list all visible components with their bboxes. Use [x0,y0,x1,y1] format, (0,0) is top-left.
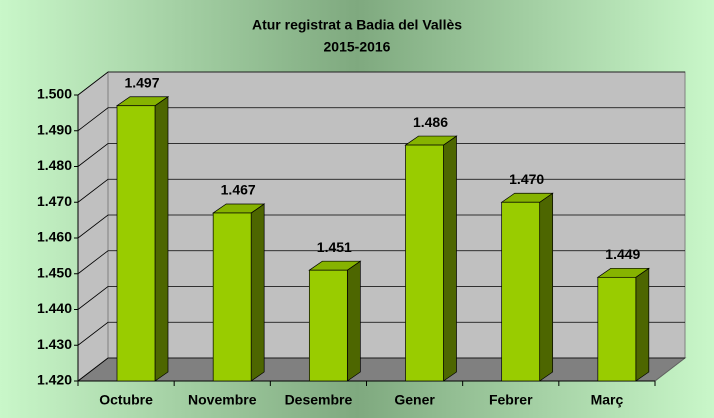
bar-side [346,260,361,382]
x-tick-label: Desembre [285,392,353,408]
floor [76,357,687,382]
value-label: 1.451 [317,239,352,255]
y-tick-label: 1.420 [37,372,72,388]
value-label: 1.467 [221,182,256,198]
y-tick-label: 1.490 [37,121,72,137]
bar-side [635,267,650,382]
chart-title: Atur registrat a Badia del Vallès [252,17,462,33]
bar-side [443,135,457,382]
bar [308,269,348,382]
grid-line [77,286,685,310]
y-tick-label: 1.450 [37,264,72,280]
bar-side [154,96,169,382]
bar-side [250,203,265,382]
x-tick-label: Febrer [489,392,533,408]
x-tick-label: Març [591,392,624,408]
value-label: 1.470 [509,171,544,187]
y-tick-label: 1.480 [37,157,72,173]
grid-line [77,321,685,346]
grid-line [77,143,685,167]
value-label: 1.449 [605,246,640,262]
grid-line [77,357,685,382]
grid-line [77,214,685,239]
bar [501,201,541,382]
x-tick-label: Octubre [99,392,153,408]
bar [597,276,637,382]
value-label: 1.486 [413,114,448,130]
grid-line [77,71,685,96]
y-tick-label: 1.430 [37,336,72,352]
y-tick-label: 1.460 [37,229,72,245]
value-label: 1.497 [124,74,159,90]
x-tick-label: Novembre [188,392,257,408]
chart-subtitle: 2015-2016 [324,39,391,55]
bar [212,212,252,382]
bar-side [539,192,554,382]
bar [116,105,156,382]
grid-line [77,250,685,275]
grid-line [77,107,685,132]
bar [405,144,444,382]
grid-line [77,178,685,203]
y-tick-label: 1.470 [37,193,72,209]
y-tick-label: 1.500 [37,86,72,102]
y-tick-label: 1.440 [37,300,72,316]
x-tick-label: Gener [394,392,435,408]
